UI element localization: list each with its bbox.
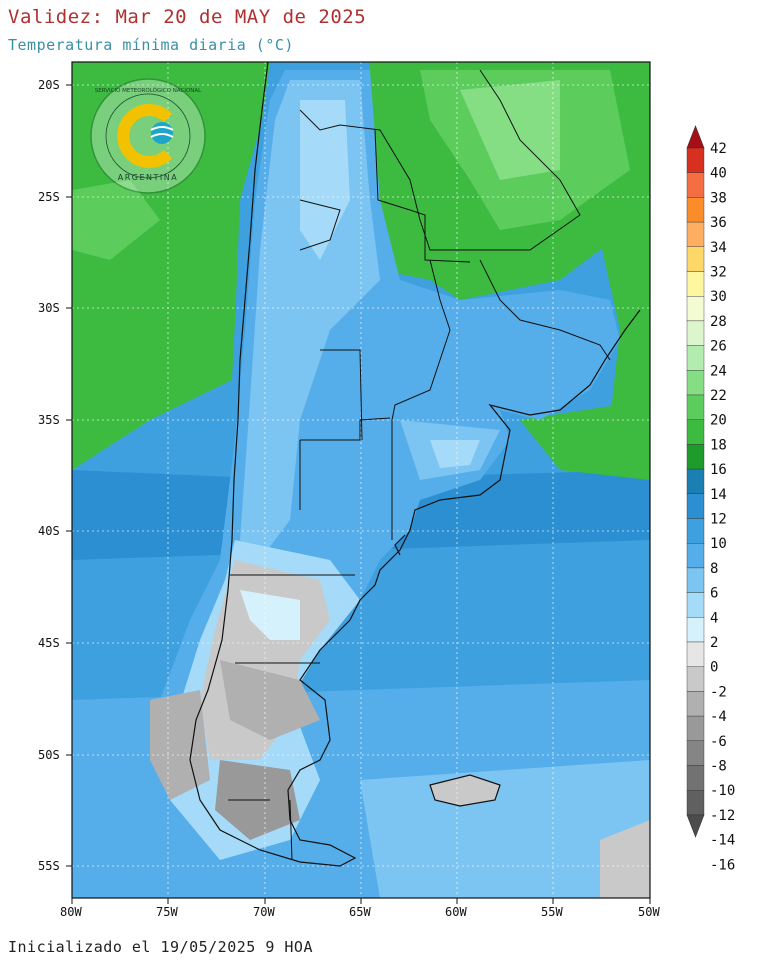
colorbar-label: -10 <box>710 783 735 799</box>
lat-tick: 35S <box>38 413 60 427</box>
lon-tick: 80W <box>60 905 82 919</box>
smn-logo: SERVICIO METEOROLÓGICO NACIONAL ARGENTIN… <box>90 78 206 194</box>
colorbar-label: 0 <box>710 660 718 676</box>
colorbar-swatch <box>686 147 705 173</box>
colorbar-swatch <box>686 419 705 445</box>
colorbar-swatch <box>686 394 705 420</box>
colorbar-swatch <box>686 641 705 667</box>
colorbar-swatch <box>686 518 705 544</box>
colorbar-swatch <box>686 246 705 272</box>
colorbar-label: 12 <box>710 512 727 528</box>
colorbar-swatch <box>686 740 705 766</box>
lon-tick: 65W <box>349 905 371 919</box>
lat-tick: 50S <box>38 748 60 762</box>
lon-tick: 75W <box>156 905 178 919</box>
lon-tick: 50W <box>638 905 660 919</box>
colorbar-label: 34 <box>710 240 727 256</box>
colorbar-label: 42 <box>710 141 727 157</box>
colorbar-swatch <box>686 592 705 618</box>
map-subtitle: Temperatura mínima diaria (°C) <box>8 36 294 54</box>
colorbar-label: 24 <box>710 363 727 379</box>
colorbar-label: 28 <box>710 314 727 330</box>
lat-tick: 55S <box>38 859 60 873</box>
lat-tick: 30S <box>38 301 60 315</box>
colorbar-swatch <box>686 197 705 223</box>
colorbar-swatch <box>686 715 705 741</box>
lat-tick: 25S <box>38 190 60 204</box>
colorbar-label: -4 <box>710 709 727 725</box>
lon-tick: 55W <box>541 905 563 919</box>
map-title: Validez: Mar 20 de MAY de 2025 <box>8 6 367 28</box>
colorbar-max-arrow <box>686 125 705 149</box>
colorbar-swatch <box>686 765 705 791</box>
colorbar-label: 38 <box>710 190 727 206</box>
colorbar-swatch <box>686 172 705 198</box>
colorbar-swatch <box>686 444 705 470</box>
colorbar-label: 26 <box>710 339 727 355</box>
colorbar-swatch <box>686 345 705 371</box>
logo-c-icon <box>117 104 173 168</box>
colorbar-swatch <box>686 320 705 346</box>
temperature-map: 20S 25S 30S 35S 40S 45S 50S 55S 80W 75W … <box>38 61 735 919</box>
colorbar-swatch <box>686 691 705 717</box>
colorbar-label: -14 <box>710 833 735 849</box>
colorbar-swatch <box>686 666 705 692</box>
lon-tick: 70W <box>253 905 275 919</box>
lat-axis: 20S 25S 30S 35S 40S 45S 50S 55S <box>38 78 72 873</box>
lat-tick: 45S <box>38 636 60 650</box>
lat-tick: 20S <box>38 78 60 92</box>
coastlines <box>189 62 641 867</box>
logo-country-text: ARGENTINA <box>118 173 178 182</box>
colorbar-swatch <box>686 271 705 297</box>
init-timestamp: Inicializado el 19/05/2025 9 HOA <box>8 938 313 956</box>
colorbar-label: 40 <box>710 166 727 182</box>
colorbar-label: 8 <box>710 561 718 577</box>
colorbar-label: -16 <box>710 857 735 873</box>
colorbar-label: 14 <box>710 487 727 503</box>
colorbar-min-arrow <box>686 814 705 838</box>
temperature-field <box>72 62 650 898</box>
colorbar-label: 18 <box>710 437 727 453</box>
colorbar-swatch <box>686 617 705 643</box>
colorbar-swatch <box>686 221 705 248</box>
country-borders <box>228 69 611 861</box>
colorbar-label: -12 <box>710 808 735 824</box>
lat-tick: 40S <box>38 524 60 538</box>
colorbar-label: 2 <box>710 635 718 651</box>
colorbar-label: 6 <box>710 586 718 602</box>
colorbar-label: 36 <box>710 215 727 231</box>
colorbar-swatch <box>686 468 705 495</box>
colorbar-label: 32 <box>710 265 727 281</box>
colorbar-label: 22 <box>710 388 727 404</box>
logo-ring-text: SERVICIO METEOROLÓGICO NACIONAL <box>95 87 202 94</box>
colorbar-swatch <box>686 567 705 593</box>
colorbar-label: 30 <box>710 289 727 305</box>
colorbar-label: 16 <box>710 462 727 478</box>
colorbar-label: -6 <box>710 734 727 750</box>
colorbar-swatch <box>686 543 705 569</box>
colorbar-label: 20 <box>710 413 727 429</box>
colorbar-swatch <box>686 493 705 519</box>
colorbar-label: 4 <box>710 610 718 626</box>
colorbar-swatch <box>686 790 705 816</box>
colorbar-label: 10 <box>710 536 727 552</box>
colorbar: 424038363432302826242220181614121086420-… <box>686 125 735 873</box>
lon-tick: 60W <box>445 905 467 919</box>
colorbar-label: -8 <box>710 759 727 775</box>
lon-axis: 80W 75W 70W 65W 60W 55W 50W <box>60 898 660 919</box>
colorbar-swatch <box>686 296 705 322</box>
colorbar-swatch <box>686 370 705 396</box>
colorbar-label: -2 <box>710 684 727 700</box>
